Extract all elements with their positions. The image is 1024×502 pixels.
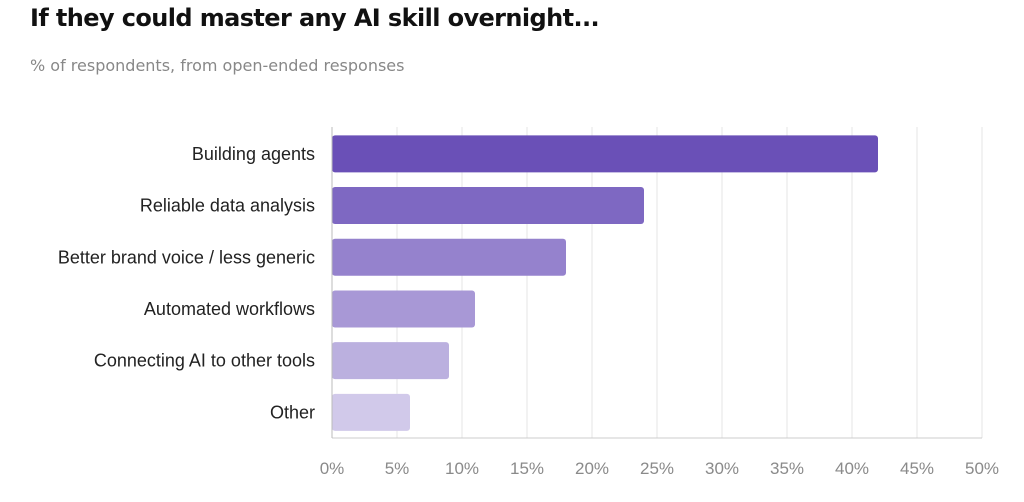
bar bbox=[332, 290, 475, 328]
category-label: Automated workflows bbox=[144, 299, 315, 319]
x-tick-label: 20% bbox=[575, 459, 609, 478]
category-label: Better brand voice / less generic bbox=[58, 247, 315, 267]
x-tick-label: 30% bbox=[705, 459, 739, 478]
category-label: Reliable data analysis bbox=[140, 196, 315, 216]
category-label: Connecting AI to other tools bbox=[94, 351, 315, 371]
chart-subtitle: % of respondents, from open-ended respon… bbox=[30, 56, 405, 75]
category-label: Building agents bbox=[192, 144, 315, 164]
bar bbox=[332, 342, 449, 380]
x-tick-label: 50% bbox=[965, 459, 999, 478]
bar bbox=[332, 393, 410, 431]
bar bbox=[332, 187, 644, 225]
x-tick-label: 35% bbox=[770, 459, 804, 478]
x-tick-label: 45% bbox=[900, 459, 934, 478]
x-tick-label: 0% bbox=[320, 459, 345, 478]
x-tick-label: 10% bbox=[445, 459, 479, 478]
bar bbox=[332, 238, 566, 276]
chart-title: If they could master any AI skill overni… bbox=[30, 4, 600, 32]
bar bbox=[332, 135, 878, 173]
x-tick-label: 5% bbox=[385, 459, 410, 478]
category-label: Other bbox=[270, 402, 315, 422]
x-tick-label: 25% bbox=[640, 459, 674, 478]
x-tick-label: 15% bbox=[510, 459, 544, 478]
x-tick-label: 40% bbox=[835, 459, 869, 478]
